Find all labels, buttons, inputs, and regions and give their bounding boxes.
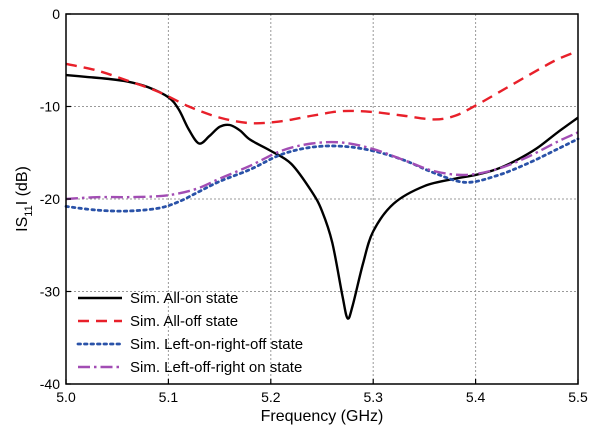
grid-layer [66,14,578,384]
legend-label-4: Sim. Left-off-right on state [130,359,302,376]
y-tick-label: -20 [40,191,60,207]
x-tick-label: 5.5 [568,389,588,405]
legend: Sim. All-on state Sim. All-off state Sim. … [76,290,303,376]
tick-layer: 5.0 5.1 5.2 5.3 5.4 5.5 0 -10 -20 -30 -40 [40,6,588,405]
y-tick-label: -30 [40,284,60,300]
series-line-2 [65,49,579,125]
y-axis-title: IS11I (dB) [14,166,35,232]
y-tick-label: -40 [40,376,60,392]
x-tick-label: 5.2 [261,389,281,405]
series-line-3 [64,137,580,213]
y-tick-label: -10 [40,99,60,115]
x-tick-label: 5.3 [363,389,383,405]
legend-label-1: Sim. All-on state [130,290,238,307]
series-line-4 [65,131,579,201]
y-axis-title-sub: 11 [23,205,35,216]
series-line-1 [65,73,579,320]
x-tick-label: 5.0 [56,389,76,405]
y-axis-title-tail: I (dB) [14,166,31,205]
series-layer [64,49,580,320]
x-tick-label: 5.4 [466,389,486,405]
legend-label-3: Sim. Left-on-right-off state [130,336,303,353]
legend-label-2: Sim. All-off state [130,313,238,330]
x-tick-label: 5.1 [159,389,179,405]
y-tick-label: 0 [52,6,60,22]
y-axis-title-main: IS [14,217,31,232]
x-axis-title: Frequency (GHz) [261,408,384,425]
